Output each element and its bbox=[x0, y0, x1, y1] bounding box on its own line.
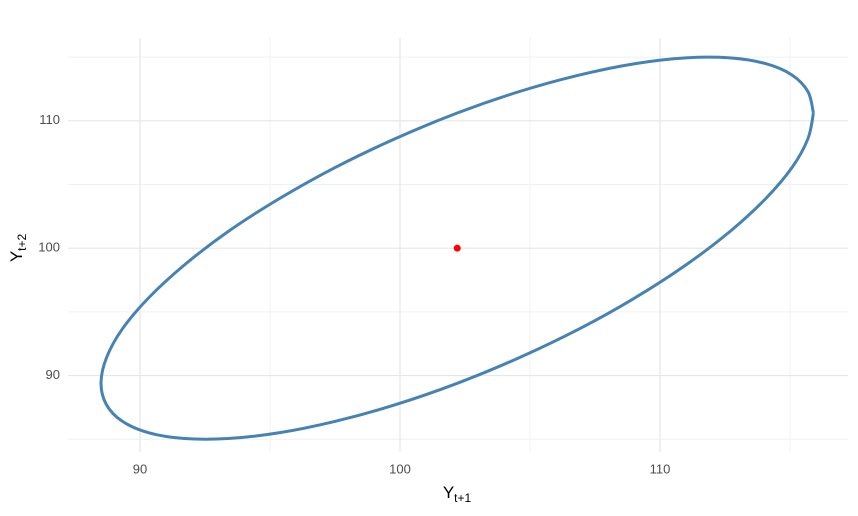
ellipse-line bbox=[99, 55, 815, 441]
y-tick-label: 110 bbox=[39, 112, 60, 127]
y-tick-label: 90 bbox=[46, 367, 60, 382]
y-axis-title-base: Y bbox=[7, 251, 26, 262]
x-axis-title-base: Y bbox=[443, 483, 454, 502]
x-axis-title: Yt+1 bbox=[443, 483, 472, 505]
y-tick-label: 100 bbox=[38, 240, 60, 255]
x-tick-label: 90 bbox=[133, 461, 147, 476]
x-tick-label: 110 bbox=[650, 461, 671, 476]
center-point bbox=[453, 244, 461, 252]
y-axis-title-sub: t+2 bbox=[15, 233, 29, 250]
x-axis-title-sub: t+1 bbox=[454, 491, 471, 505]
x-tick-label: 100 bbox=[389, 461, 411, 476]
y-axis-title: Yt+2 bbox=[7, 233, 29, 262]
